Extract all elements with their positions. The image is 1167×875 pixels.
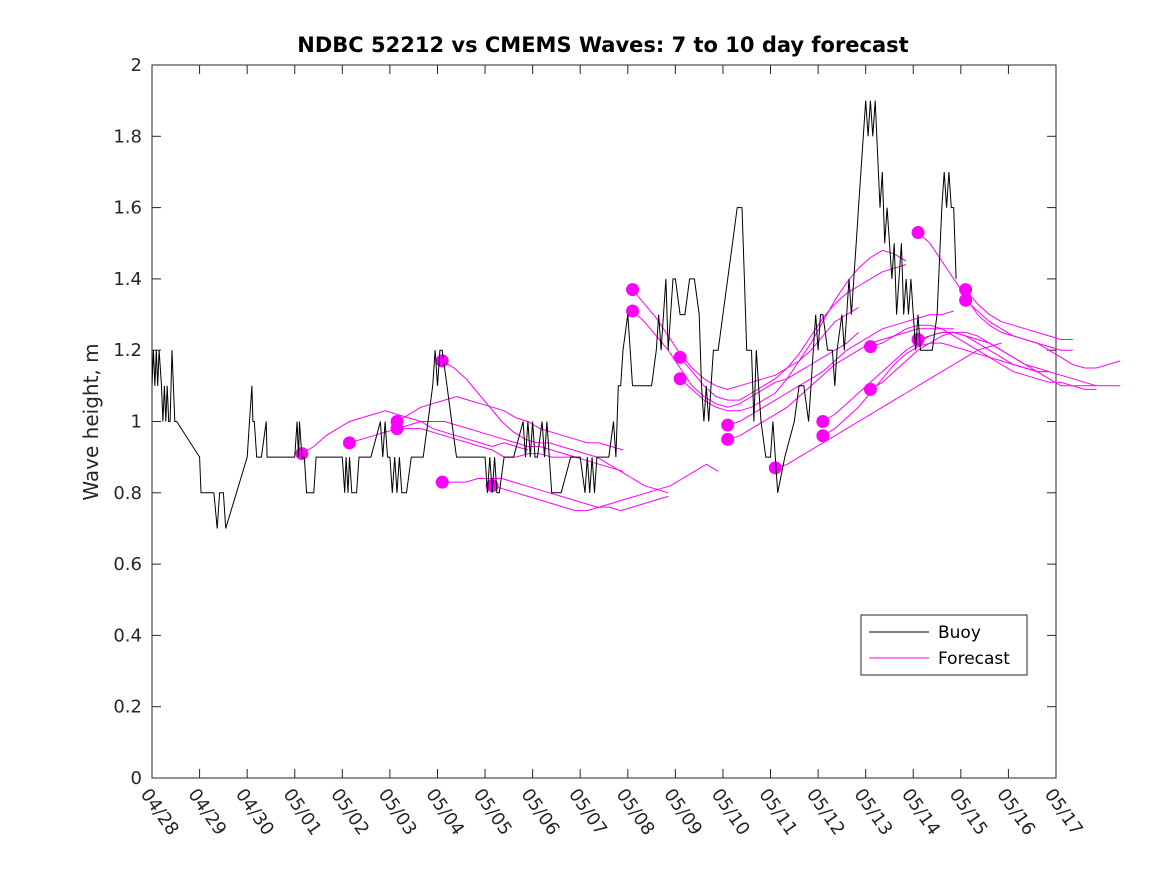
forecast-line (441, 360, 669, 494)
forecast-line (492, 463, 719, 512)
y-tick-label: 1.8 (113, 126, 142, 147)
forecast-start-marker (816, 415, 830, 428)
y-tick-label: 1.2 (113, 340, 142, 361)
forecast-start-marker (768, 461, 782, 475)
forecast-start-marker (959, 293, 973, 307)
forecast-line (396, 421, 624, 472)
forecast-start-marker (863, 340, 877, 354)
forecast-line (965, 299, 1073, 351)
forecast-start-marker (342, 436, 356, 450)
y-tick-label: 0.8 (113, 483, 142, 504)
forecast-start-marker (673, 350, 687, 364)
y-tick-label: 1 (131, 412, 142, 433)
forecast-line (727, 310, 954, 426)
forecast-start-marker (959, 283, 973, 297)
buoy-line (151, 100, 957, 529)
forecast-line (679, 264, 907, 401)
forecast-line (965, 289, 1073, 340)
forecast-start-marker (816, 429, 830, 443)
forecast-start-marker (721, 418, 735, 432)
y-tick-label: 1.4 (113, 269, 142, 290)
y-tick-label: 0.6 (113, 554, 142, 575)
forecast-line (632, 289, 859, 390)
forecast-line (822, 342, 1049, 437)
y-tick-label: 1.6 (113, 198, 142, 219)
forecast-start-marker (721, 432, 735, 446)
legend-box (860, 614, 1028, 676)
y-tick-labels: 0 0.2 0.4 0.6 0.8 1 1.2 1.4 1.6 1.8 2 (113, 55, 142, 789)
forecast-line (870, 331, 1097, 390)
series-layer (151, 100, 1121, 529)
y-tick-label: 0.4 (113, 625, 142, 646)
forecast-line (679, 249, 907, 412)
forecast-line (727, 328, 954, 440)
forecast-start-marker (626, 283, 640, 297)
forecast-start-marker (911, 333, 925, 347)
y-tick-label: 0 (131, 768, 142, 789)
chart-title: NDBC 52212 vs CMEMS Waves: 7 to 10 day f… (297, 33, 908, 57)
forecast-start-marker (863, 382, 877, 396)
forecast-line (442, 478, 669, 512)
forecast-start-marker (435, 354, 449, 368)
forecast-line (775, 342, 1002, 469)
legend: Buoy Forecast (860, 614, 1028, 676)
plot-area: 00.20.40.60.811.21.41.61.82 04/28 04/29 04… (113, 55, 1121, 839)
forecast-start-marker (626, 304, 640, 318)
forecast-start-marker (390, 422, 404, 436)
forecast-start-marker (673, 372, 687, 386)
forecast-line (870, 324, 1097, 387)
forecast-line (396, 395, 624, 451)
forecast-line (917, 331, 1121, 387)
y-axis-label: Wave height, m (79, 343, 103, 500)
y-tick-label: 2 (131, 55, 142, 76)
legend-forecast-label: Forecast (938, 649, 1010, 669)
forecast-line (301, 410, 529, 455)
forecast-start-marker (911, 226, 925, 240)
y-tick-label: 0.2 (113, 697, 142, 718)
legend-buoy-label: Buoy (938, 623, 981, 643)
axis-ticks (151, 64, 1057, 779)
forecast-line (632, 310, 859, 408)
forecast-start-marker (435, 475, 449, 489)
